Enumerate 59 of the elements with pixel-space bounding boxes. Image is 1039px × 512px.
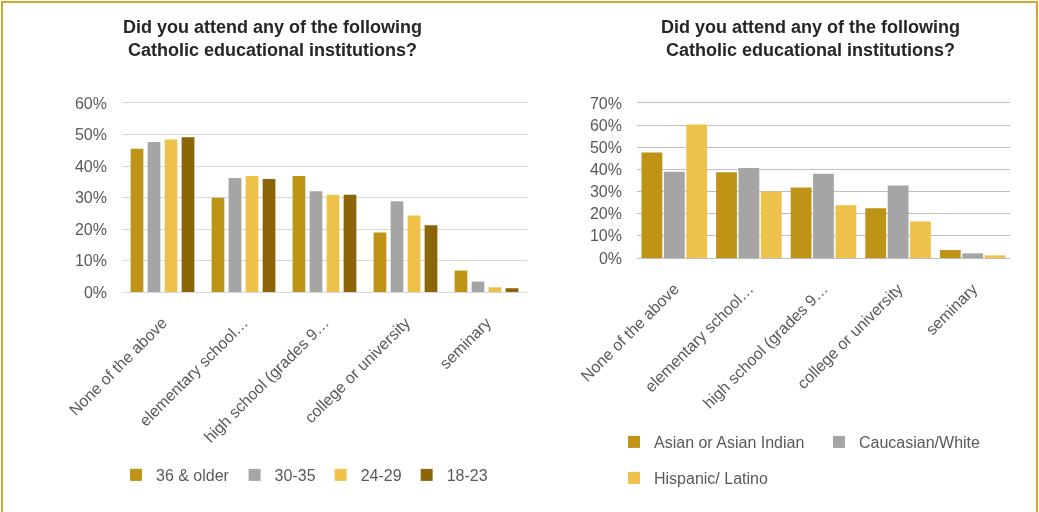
bar (738, 168, 760, 258)
bar (292, 176, 306, 292)
legend-label: Hispanic/ Latino (654, 470, 768, 488)
bar (390, 201, 404, 292)
bar (309, 191, 323, 292)
y-tick-label: 40% (589, 161, 622, 179)
bar (424, 225, 438, 292)
y-tick-label: 60% (589, 116, 622, 134)
bar (790, 187, 812, 258)
bar (454, 270, 468, 292)
bar (910, 221, 931, 258)
y-tick-label: 0% (83, 283, 107, 301)
bar (887, 185, 909, 258)
bar (211, 197, 225, 292)
chart-title: Did you attend any of the following Catholic educational institutions? (661, 17, 960, 61)
bar (164, 139, 178, 292)
bar (326, 194, 340, 292)
y-tick-label: 30% (589, 183, 622, 201)
legend-label: Asian or Asian Indian (654, 434, 805, 452)
bar (716, 172, 737, 258)
bar (471, 281, 485, 292)
bar (813, 173, 834, 258)
bar (228, 177, 242, 292)
y-tick-label: 50% (74, 126, 107, 144)
bar (939, 250, 961, 258)
bar (245, 176, 259, 292)
bar (641, 152, 663, 258)
y-tick-label: 40% (74, 157, 107, 175)
bar (835, 205, 857, 258)
legend-label: 18-23 (446, 467, 488, 485)
bar (686, 124, 708, 258)
legend-label: 30-35 (274, 467, 316, 485)
bar (147, 142, 161, 292)
y-tick-label: 0% (598, 249, 622, 267)
bar (262, 178, 276, 292)
legend-label: 36 & older (156, 467, 230, 485)
y-tick-label: 10% (74, 252, 107, 270)
y-tick-label: 20% (74, 220, 107, 238)
bar (760, 191, 782, 258)
y-tick-label: 50% (589, 138, 622, 156)
bar (488, 287, 502, 292)
bar (663, 171, 685, 258)
bar (343, 194, 357, 292)
bar (984, 255, 1006, 258)
bar (962, 253, 984, 258)
bar (505, 288, 519, 292)
legend-label: Caucasian/White (859, 434, 981, 452)
y-tick-label: 10% (589, 227, 622, 245)
bar (181, 137, 195, 292)
bar (373, 232, 387, 292)
y-tick-label: 20% (589, 205, 622, 223)
y-tick-label: 70% (589, 94, 622, 112)
legend-label: 24-29 (360, 467, 402, 485)
bar (865, 208, 887, 258)
y-tick-label: 30% (74, 189, 107, 207)
chart-title: Did you attend any of the following Catholic educational institutions? (123, 17, 422, 61)
y-tick-label: 60% (74, 94, 107, 112)
bar (407, 215, 421, 292)
bar (130, 148, 144, 292)
